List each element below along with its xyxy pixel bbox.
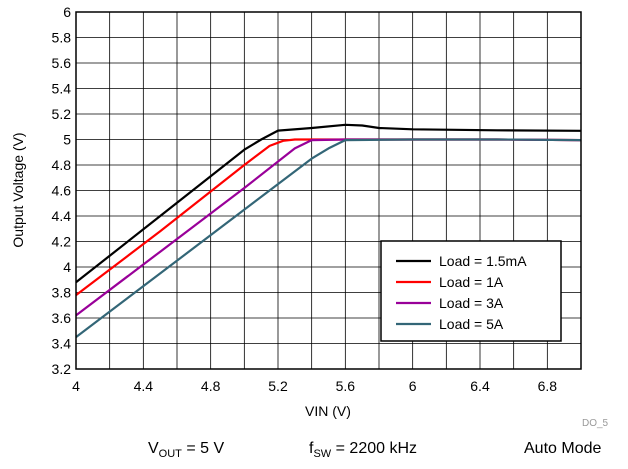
plot-frame bbox=[75, 11, 582, 370]
y-axis-label: Output Voltage (V) bbox=[10, 132, 26, 247]
fsw-condition: fSW = 2200 kHz bbox=[309, 440, 417, 460]
fsw-symbol: f bbox=[309, 440, 314, 457]
legend-label: Load = 5A bbox=[439, 316, 504, 332]
y-tick-label: 3.2 bbox=[52, 361, 72, 377]
series-line bbox=[75, 138, 582, 338]
y-tick-label: 5.6 bbox=[52, 55, 72, 71]
x-tick-label: 5.6 bbox=[336, 378, 356, 394]
vout-symbol: V bbox=[148, 440, 159, 457]
y-tick-label: 3.8 bbox=[52, 285, 72, 301]
y-tick-labels: 3.2 3.4 3.6 3.8 4 4.2 4.4 4.6 4.8 5 5.2 5.4 5.6 5.8 6 bbox=[52, 4, 72, 377]
vout-value: = 5 V bbox=[181, 440, 225, 457]
y-tick-label: 3.4 bbox=[52, 336, 72, 352]
y-tick-label: 5.2 bbox=[52, 106, 72, 122]
y-tick-label: 4.6 bbox=[52, 183, 72, 199]
output-voltage-chart: 4 4.4 4.8 5.2 5.6 6 6.4 6.8 3.2 3.4 3.6 3.8 4 4.2 4.4… bbox=[10, 4, 582, 419]
legend-entries: Load = 1.5mA Load = 1A Load = 3A Load = 5A bbox=[396, 253, 527, 332]
x-tick-label: 4.4 bbox=[134, 378, 154, 394]
vout-condition: VOUT = 5 V bbox=[148, 440, 224, 460]
y-tick-label: 6 bbox=[63, 4, 71, 20]
legend-label: Load = 1A bbox=[439, 274, 504, 290]
x-tick-label: 4 bbox=[72, 378, 80, 394]
y-tick-label: 5.4 bbox=[52, 81, 72, 97]
legend: Load = 1.5mA Load = 1A Load = 3A Load = 5A bbox=[380, 240, 562, 342]
y-tick-label: 5.8 bbox=[52, 30, 72, 46]
legend-label: Load = 3A bbox=[439, 295, 504, 311]
legend-label: Load = 1.5mA bbox=[439, 253, 527, 269]
fsw-value: = 2200 kHz bbox=[331, 440, 418, 457]
figure-id: DO_5 bbox=[582, 418, 609, 429]
y-tick-label: 4.2 bbox=[52, 234, 72, 250]
series-line bbox=[75, 123, 582, 284]
x-tick-label: 6.8 bbox=[538, 378, 558, 394]
x-tick-label: 5.2 bbox=[268, 378, 288, 394]
y-tick-label: 4.4 bbox=[52, 208, 72, 224]
series-lines bbox=[75, 123, 582, 338]
x-tick-label: 6 bbox=[409, 378, 417, 394]
fsw-subscript: SW bbox=[313, 448, 332, 461]
x-tick-label: 4.8 bbox=[201, 378, 221, 394]
x-axis-label: VIN (V) bbox=[305, 403, 351, 419]
vout-subscript: OUT bbox=[158, 448, 182, 461]
y-tick-label: 4 bbox=[63, 259, 71, 275]
y-tick-label: 4.8 bbox=[52, 157, 72, 173]
mode-condition: Auto Mode bbox=[524, 440, 602, 457]
x-tick-label: 6.4 bbox=[470, 378, 490, 394]
y-tick-label: 3.6 bbox=[52, 310, 72, 326]
y-tick-label: 5 bbox=[63, 132, 71, 148]
x-tick-labels: 4 4.4 4.8 5.2 5.6 6 6.4 6.8 bbox=[72, 378, 557, 394]
